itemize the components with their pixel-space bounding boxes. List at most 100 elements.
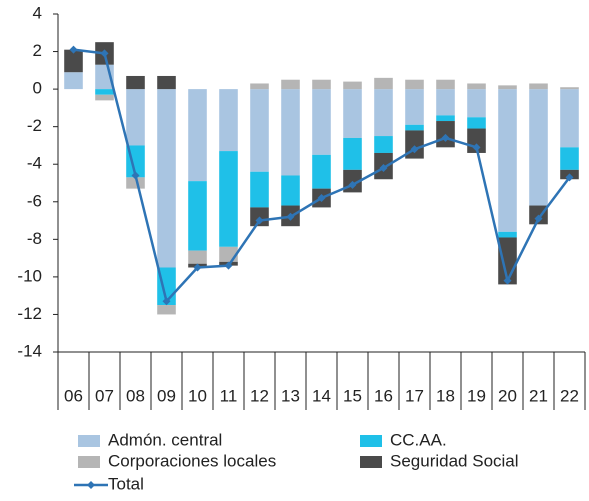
total-marker bbox=[348, 180, 357, 189]
bar-segment bbox=[560, 147, 579, 170]
legend-swatch bbox=[360, 456, 382, 468]
total-marker bbox=[410, 145, 419, 154]
legend-label: Total bbox=[108, 474, 144, 493]
bar-segment bbox=[467, 117, 486, 129]
total-marker bbox=[131, 171, 140, 180]
bar-segment bbox=[467, 83, 486, 90]
bar-segment bbox=[312, 79, 331, 90]
bar-segment bbox=[126, 177, 145, 189]
bar-segment bbox=[405, 79, 424, 90]
bar-segment bbox=[126, 89, 145, 146]
x-tick-label: 07 bbox=[95, 386, 114, 405]
bar-segment bbox=[405, 89, 424, 125]
y-tick-label: -2 bbox=[27, 116, 42, 135]
bar-segment bbox=[343, 89, 362, 138]
x-tick-label: 14 bbox=[312, 386, 331, 405]
bar-segment bbox=[250, 89, 269, 172]
total-marker bbox=[472, 143, 481, 152]
bar-segment bbox=[529, 89, 548, 206]
y-tick-label: -14 bbox=[17, 341, 42, 360]
y-tick-label: -8 bbox=[27, 229, 42, 248]
legend-swatch bbox=[87, 481, 95, 489]
bar-segment bbox=[529, 83, 548, 90]
y-tick-label: -6 bbox=[27, 191, 42, 210]
bar-segment bbox=[219, 89, 238, 152]
legend-label: Admón. central bbox=[108, 430, 222, 449]
y-tick-label: 2 bbox=[33, 41, 42, 60]
bar-segment bbox=[64, 72, 83, 90]
x-tick-label: 22 bbox=[560, 386, 579, 405]
legend-swatch bbox=[78, 456, 100, 468]
bar-segment bbox=[436, 115, 455, 122]
total-marker bbox=[224, 261, 233, 270]
bar-segment bbox=[436, 89, 455, 116]
bar-segment bbox=[343, 137, 362, 170]
x-tick-label: 16 bbox=[374, 386, 393, 405]
bar-segment bbox=[343, 81, 362, 90]
bar-segment bbox=[95, 94, 114, 101]
total-marker bbox=[286, 212, 295, 221]
total-marker bbox=[317, 194, 326, 203]
legend-label: CC.AA. bbox=[390, 430, 447, 449]
total-marker bbox=[162, 297, 171, 306]
legend-swatch bbox=[78, 435, 100, 447]
x-tick-label: 10 bbox=[188, 386, 207, 405]
x-tick-label: 19 bbox=[467, 386, 486, 405]
total-marker bbox=[100, 49, 109, 58]
y-tick-label: 4 bbox=[33, 3, 42, 22]
bar-segment bbox=[498, 231, 517, 238]
bar-segment bbox=[374, 136, 393, 153]
bar-segment bbox=[250, 171, 269, 208]
x-tick-label: 21 bbox=[529, 386, 548, 405]
legend-label: Seguridad Social bbox=[390, 451, 519, 470]
bar-segment bbox=[250, 83, 269, 90]
total-marker bbox=[503, 276, 512, 285]
x-tick-label: 12 bbox=[250, 386, 269, 405]
bar-segment bbox=[312, 89, 331, 155]
bar-segment bbox=[188, 250, 207, 264]
bar-segment bbox=[405, 124, 424, 131]
bar-segment bbox=[126, 75, 145, 90]
x-tick-label: 13 bbox=[281, 386, 300, 405]
bar-segment bbox=[188, 181, 207, 251]
bar-segment bbox=[219, 151, 238, 247]
bar-segment bbox=[560, 87, 579, 90]
x-tick-label: 09 bbox=[157, 386, 176, 405]
legend-label: Corporaciones locales bbox=[108, 451, 276, 470]
bar-segment bbox=[157, 305, 176, 315]
bar-segment bbox=[312, 154, 331, 189]
x-tick-label: 15 bbox=[343, 386, 362, 405]
x-tick-label: 17 bbox=[405, 386, 424, 405]
bar-segment bbox=[498, 85, 517, 90]
total-marker bbox=[565, 173, 574, 182]
total-marker bbox=[255, 216, 264, 225]
y-tick-label: 0 bbox=[33, 79, 42, 98]
bar-segment bbox=[281, 89, 300, 176]
bar-segment bbox=[498, 89, 517, 232]
y-tick-label: -4 bbox=[27, 154, 42, 173]
bar-segment bbox=[188, 89, 207, 182]
x-tick-label: 20 bbox=[498, 386, 517, 405]
total-marker bbox=[534, 214, 543, 223]
legend-swatch bbox=[360, 435, 382, 447]
bar-segment bbox=[157, 89, 176, 268]
total-marker bbox=[193, 263, 202, 272]
bar-segment bbox=[467, 89, 486, 118]
x-tick-label: 06 bbox=[64, 386, 83, 405]
bar-segment bbox=[374, 89, 393, 137]
bar-segment bbox=[560, 89, 579, 148]
bar-segment bbox=[374, 77, 393, 90]
x-tick-label: 18 bbox=[436, 386, 455, 405]
bar-segment bbox=[64, 49, 83, 73]
bar-segment bbox=[157, 75, 176, 90]
x-tick-label: 08 bbox=[126, 386, 145, 405]
x-tick-label: 11 bbox=[220, 386, 238, 405]
total-marker bbox=[441, 133, 450, 142]
bar-segment bbox=[281, 79, 300, 90]
bar-segment bbox=[95, 89, 114, 95]
y-tick-label: -12 bbox=[17, 304, 42, 323]
total-marker bbox=[69, 45, 78, 54]
bar-segment bbox=[281, 175, 300, 206]
total-marker bbox=[379, 163, 388, 172]
